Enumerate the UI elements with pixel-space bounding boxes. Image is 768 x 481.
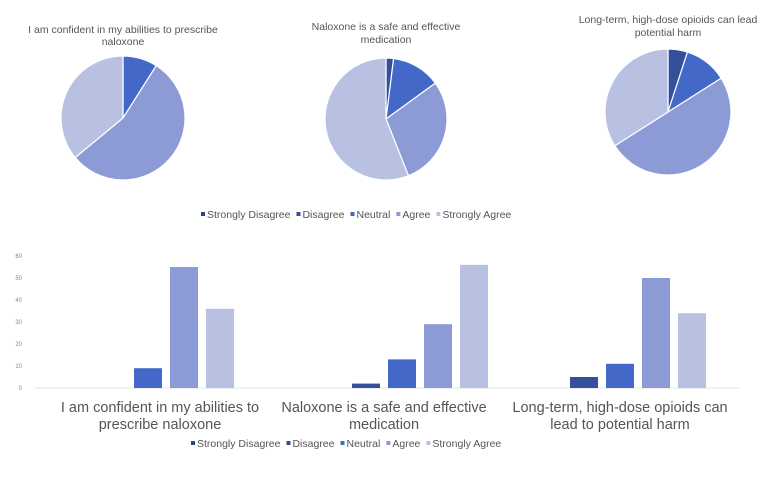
- pie-title: I am confident in my abilities to prescr…: [28, 24, 218, 36]
- y-tick-label: 0: [19, 386, 23, 392]
- pie-slice-strongly-agree: [604, 48, 669, 147]
- category-label: Naloxone is a safe and effective: [281, 400, 486, 416]
- legend-marker-strongly-disagree: [201, 212, 205, 216]
- legend-label: Agree: [402, 209, 430, 221]
- legend-marker-disagree: [286, 441, 291, 445]
- legend-label: Agree: [392, 438, 420, 450]
- pie-slice-agree: [613, 77, 732, 176]
- category-label: prescribe naloxone: [99, 417, 222, 433]
- legend-marker-agree: [386, 441, 391, 445]
- legend-label: Strongly Disagree: [197, 438, 281, 450]
- legend-marker-disagree: [296, 212, 301, 216]
- bar-agree: [424, 324, 452, 388]
- category-label: lead to potential harm: [550, 417, 689, 433]
- legend-label: Strongly Agree: [442, 209, 511, 221]
- legend-label: Disagree: [292, 438, 334, 450]
- pie-title: medication: [361, 34, 412, 46]
- legend-label: Neutral: [357, 209, 391, 221]
- bar-strongly-agree: [206, 308, 234, 388]
- pie-slice-strongly-agree: [60, 55, 124, 159]
- pie-slice-strongly-agree: [324, 57, 410, 181]
- y-tick-label: 60: [15, 254, 22, 260]
- y-tick-label: 20: [15, 342, 22, 348]
- legend-label: Disagree: [302, 209, 344, 221]
- bar-disagree: [570, 377, 598, 388]
- y-tick-label: 30: [15, 320, 22, 326]
- category-label: Long-term, high-dose opioids can: [512, 400, 727, 416]
- y-tick-label: 50: [15, 276, 22, 282]
- bar-neutral: [134, 368, 162, 388]
- category-label: I am confident in my abilities to: [61, 400, 259, 416]
- bar-agree: [642, 278, 670, 388]
- bar-disagree: [352, 383, 380, 388]
- legend-marker-strongly-agree: [436, 212, 441, 216]
- y-tick-label: 10: [15, 364, 22, 370]
- legend-marker-agree: [396, 212, 401, 216]
- pie-slice-agree: [74, 64, 186, 181]
- bar-strongly-agree: [460, 264, 488, 388]
- legend-label: Strongly Agree: [432, 438, 501, 450]
- y-tick-label: 40: [15, 298, 22, 304]
- legend-marker-neutral: [350, 212, 355, 216]
- legend-label: Neutral: [347, 438, 381, 450]
- pie-title: naloxone: [102, 36, 145, 48]
- category-label: medication: [349, 417, 419, 433]
- legend-marker-neutral: [340, 441, 345, 445]
- legend-marker-strongly-disagree: [191, 441, 195, 445]
- legend-marker-strongly-agree: [426, 441, 431, 445]
- pie-title: potential harm: [635, 27, 702, 39]
- pie-title: Long-term, high-dose opioids can lead: [579, 14, 758, 26]
- bar-neutral: [606, 363, 634, 388]
- pie-slice-agree: [385, 82, 448, 177]
- bar-strongly-agree: [678, 313, 706, 388]
- pie-title: Naloxone is a safe and effective: [312, 21, 461, 33]
- bar-neutral: [388, 359, 416, 388]
- bar-agree: [170, 267, 198, 388]
- legend-label: Strongly Disagree: [207, 209, 291, 221]
